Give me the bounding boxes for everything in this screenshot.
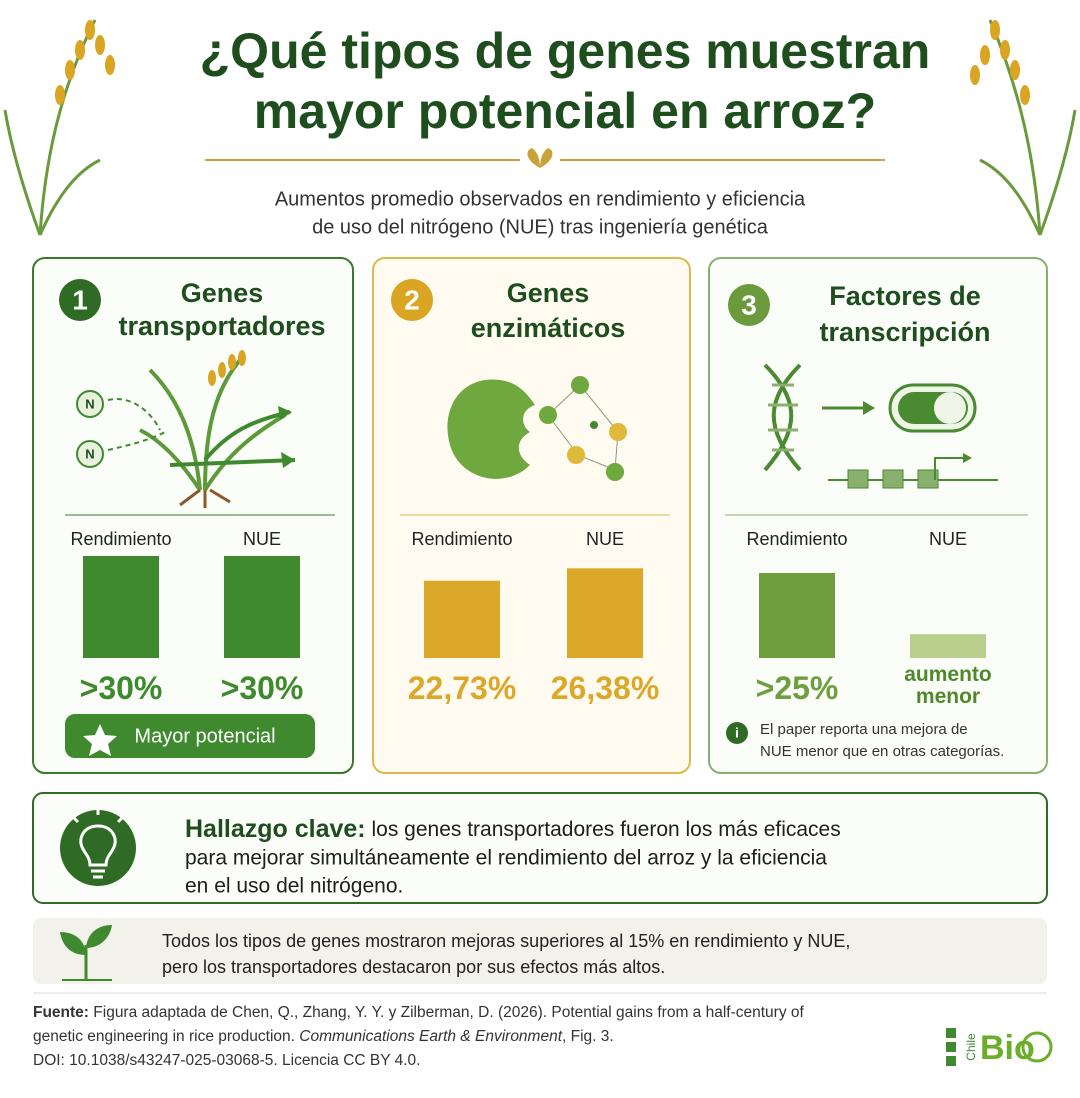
bar-label: Rendimiento	[746, 529, 847, 549]
info-glyph: i	[735, 725, 739, 741]
number-badge	[59, 279, 101, 321]
value-label: 22,73%	[407, 670, 517, 706]
panel-title: transportadores	[118, 311, 325, 341]
title: mayor potencial en arroz?	[254, 83, 876, 139]
value-label: aumento menor	[904, 664, 992, 709]
key-finding-line: en el uso del nitrógeno.	[185, 875, 403, 898]
value-label-box: >25%	[755, 670, 839, 706]
panel-note: El paper reporta una mejora de	[760, 721, 968, 738]
leaf-icon	[527, 148, 553, 168]
panel-title: enzimáticos	[471, 313, 626, 343]
key-finding-line: los genes transportadores fueron los más…	[371, 818, 840, 841]
note-line: pero los transportadores destacaron por …	[162, 957, 665, 977]
icon-label: N	[85, 396, 94, 411]
bar	[567, 568, 643, 658]
icon-label: N	[85, 446, 94, 461]
logo-small: Chile	[964, 1033, 978, 1061]
panel-number: 3	[741, 289, 757, 320]
rice-decoration-right	[970, 19, 1077, 236]
panel-title: transcripción	[819, 317, 990, 347]
panel-title: Factores de	[829, 281, 981, 311]
bulb-icon	[72, 809, 124, 879]
subtitle: de uso del nitrógeno (NUE) tras ingenier…	[312, 216, 769, 238]
value-label: >25%	[755, 670, 839, 706]
sprout-icon	[60, 925, 112, 981]
value-label-box: >30%	[220, 670, 304, 706]
key-finding-line: para mejorar simultáneamente el rendimie…	[185, 847, 827, 870]
bar	[759, 573, 835, 658]
value-label-box: 26,38%	[550, 670, 660, 706]
panel-number: 2	[404, 284, 420, 315]
bar	[224, 556, 300, 658]
source-journal: Communications Earth & Environment	[299, 1028, 562, 1045]
key-finding-label: Hallazgo clave:	[185, 815, 366, 843]
bar-label: Rendimiento	[70, 529, 171, 549]
key-finding-text: Hallazgo clave: los genes transportadore…	[185, 815, 841, 843]
source-text: genetic engineering in rice production.	[33, 1028, 295, 1045]
number-badge	[391, 279, 433, 321]
source-label: Fuente:	[33, 1004, 89, 1021]
bar	[424, 580, 500, 658]
title: ¿Qué tipos de genes muestran	[200, 23, 931, 79]
bar-label: NUE	[929, 529, 967, 549]
source-line: DOI: 10.1038/s43247-025-03068-5. Licenci…	[33, 1052, 420, 1069]
value-label: >30%	[79, 670, 163, 706]
source-text: , Fig. 3.	[562, 1028, 614, 1045]
key-finding-box	[32, 792, 1048, 904]
logo-big: Bio	[980, 1029, 1035, 1067]
logo: Chile Bio	[946, 1028, 1053, 1067]
badge	[65, 714, 315, 758]
source-line: Fuente: Figura adaptada de Chen, Q., Zha…	[33, 1004, 805, 1021]
value-label-box: aumento menor	[904, 664, 992, 709]
subtitle: Aumentos promedio observados en rendimie…	[275, 188, 806, 210]
badge-label: Mayor potencial	[134, 725, 275, 747]
value-label: >30%	[220, 670, 304, 706]
number-badge	[728, 284, 770, 326]
bar-label: Rendimiento	[411, 529, 512, 549]
transcription-icon	[763, 363, 998, 489]
bar	[910, 634, 986, 658]
panel-note: NUE menor que en otras categorías.	[760, 743, 1004, 760]
rice-decoration-left	[3, 19, 115, 236]
star-icon	[83, 724, 117, 756]
panel-title: Genes	[507, 278, 590, 308]
bar	[83, 556, 159, 658]
source-line: genetic engineering in rice production. …	[33, 1028, 614, 1045]
panel-title: Genes	[181, 278, 264, 308]
enzyme-icon	[447, 376, 627, 481]
source-text: Figura adaptada de Chen, Q., Zhang, Y. Y…	[93, 1004, 804, 1021]
bar-label: NUE	[243, 529, 281, 549]
value-label-box: >30%	[79, 670, 163, 706]
info-icon	[726, 722, 748, 744]
value-label: 26,38%	[550, 670, 660, 706]
note-box	[33, 918, 1047, 984]
note-line: Todos los tipos de genes mostraron mejor…	[162, 931, 850, 951]
transporter-icon: N N	[76, 350, 296, 508]
bar-label: NUE	[586, 529, 624, 549]
panel-number: 1	[72, 284, 88, 315]
bulb-circle	[60, 810, 136, 886]
value-label-box: 22,73%	[407, 670, 517, 706]
